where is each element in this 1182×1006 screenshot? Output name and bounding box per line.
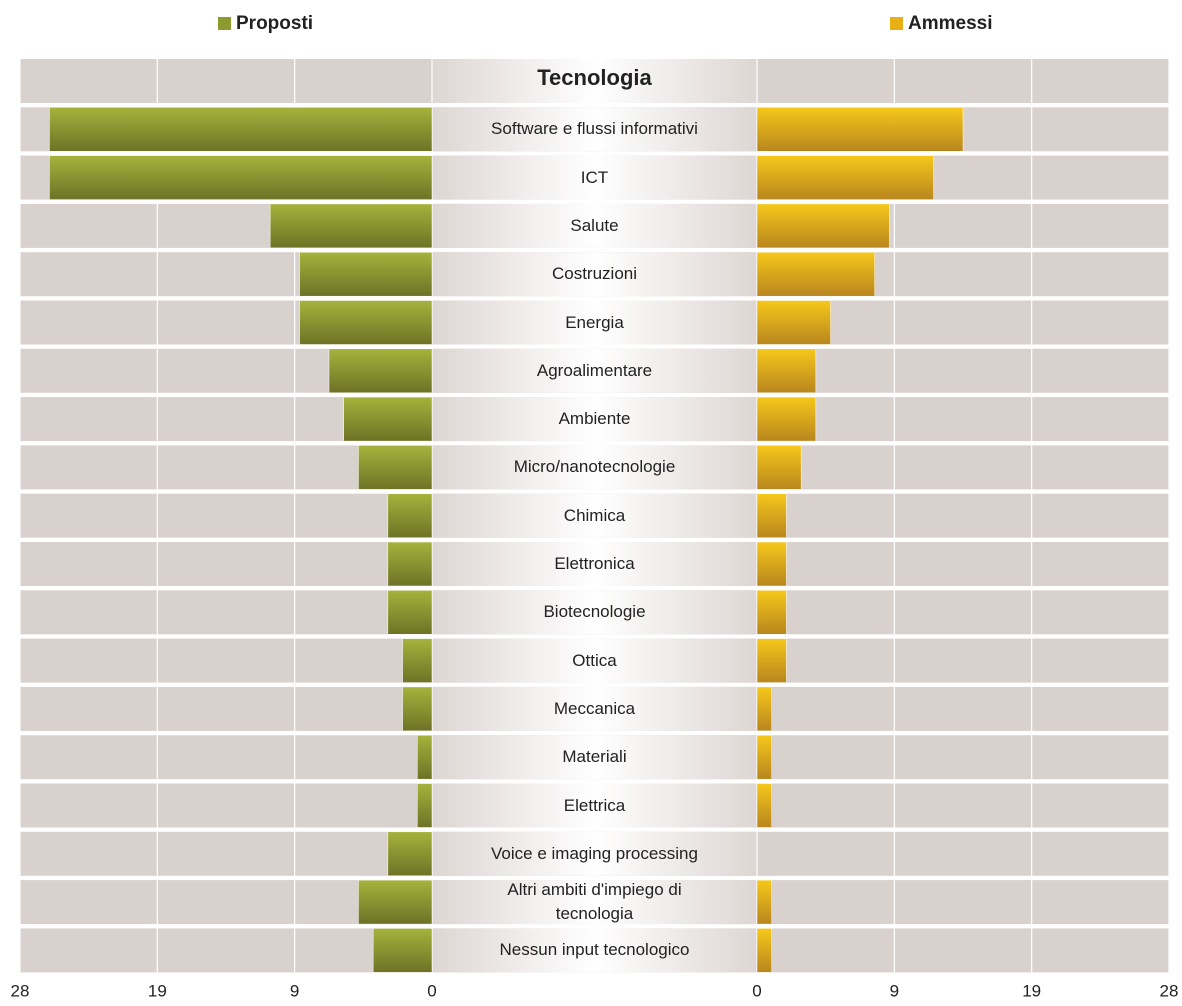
- category-label: ICT: [580, 167, 609, 187]
- bar: [358, 879, 433, 925]
- bar: [328, 348, 433, 394]
- legend-label: Ammessi: [908, 13, 993, 34]
- row-center: [432, 831, 757, 876]
- bar: [756, 396, 817, 442]
- row-center: [432, 348, 757, 393]
- category-label: Costruzioni: [551, 264, 638, 284]
- x-tick-label: 28: [11, 981, 30, 1000]
- bar: [372, 928, 433, 973]
- bar: [387, 493, 433, 538]
- category-label: Altri ambiti d'impiego di tecnologia: [507, 880, 682, 924]
- row-center: [432, 445, 757, 490]
- category-label: Micro/nanotecnologie: [513, 457, 676, 477]
- row-center: [432, 880, 757, 925]
- category-label: Meccanica: [553, 698, 636, 718]
- bar: [402, 686, 433, 732]
- row-center: [432, 203, 757, 248]
- row-center: [432, 300, 757, 345]
- category-label: Nessun input tecnologico: [499, 940, 690, 960]
- row-center: [432, 590, 757, 635]
- bar: [756, 734, 772, 780]
- category-label: Agroalimentare: [536, 360, 653, 380]
- bar: [756, 686, 772, 732]
- bar: [343, 396, 433, 442]
- row-center: [432, 783, 757, 828]
- category-axis-title: Tecnologia: [537, 65, 652, 90]
- category-label: Voice e imaging processing: [491, 843, 698, 863]
- category-label: Biotecnologie: [543, 602, 646, 622]
- category-label: Elettrica: [563, 795, 626, 815]
- bar: [756, 300, 831, 345]
- row-center: [432, 397, 757, 442]
- row-center: [432, 493, 757, 538]
- bar: [49, 107, 433, 152]
- legend-swatch: [218, 17, 231, 30]
- row-center: [432, 59, 757, 103]
- category-label: Materiali: [562, 747, 627, 767]
- bar: [299, 251, 433, 297]
- bar: [402, 638, 433, 683]
- bar: [49, 155, 433, 200]
- row-center: [432, 638, 757, 683]
- x-tick-label: 9: [890, 981, 899, 1000]
- row-center: [432, 155, 757, 200]
- row-center: [432, 252, 757, 297]
- x-tick-label: 0: [752, 981, 761, 1000]
- category-label: Energia: [565, 312, 624, 332]
- bar: [358, 445, 433, 490]
- bar: [756, 493, 787, 538]
- bar: [756, 879, 772, 925]
- row-center: [432, 686, 757, 731]
- category-label: Ottica: [572, 650, 617, 670]
- x-tick-label: 19: [1022, 981, 1041, 1000]
- category-label: Elettronica: [554, 554, 635, 573]
- bar: [387, 831, 433, 877]
- x-tick-label: 9: [290, 981, 299, 1000]
- bar: [269, 203, 433, 249]
- bar: [756, 445, 802, 490]
- bar: [387, 590, 433, 635]
- bar: [756, 348, 817, 394]
- bar: [756, 783, 772, 828]
- bar: [756, 590, 787, 635]
- row-center: [432, 107, 757, 152]
- row-center: [432, 542, 757, 586]
- bar: [756, 638, 787, 683]
- bar: [756, 155, 934, 200]
- bar: [756, 203, 890, 249]
- row-center: [432, 735, 757, 780]
- bar: [756, 107, 964, 152]
- category-label: Ambiente: [558, 409, 631, 429]
- x-tick-label: 0: [427, 981, 436, 1000]
- bar: [756, 251, 875, 297]
- x-tick-label: 28: [1160, 981, 1179, 1000]
- row-center: [432, 928, 757, 973]
- bar: [299, 300, 433, 345]
- category-label: Software e flussi informativi: [491, 119, 698, 139]
- bar: [417, 734, 433, 780]
- legend-swatch: [890, 17, 903, 30]
- legend-label: Proposti: [236, 13, 313, 34]
- category-label: Salute: [570, 215, 619, 235]
- bar: [417, 783, 433, 828]
- bar: [756, 541, 787, 587]
- x-tick-label: 19: [148, 981, 167, 1000]
- bar: [756, 928, 772, 973]
- bar: [387, 541, 433, 587]
- category-label: Chimica: [563, 505, 626, 525]
